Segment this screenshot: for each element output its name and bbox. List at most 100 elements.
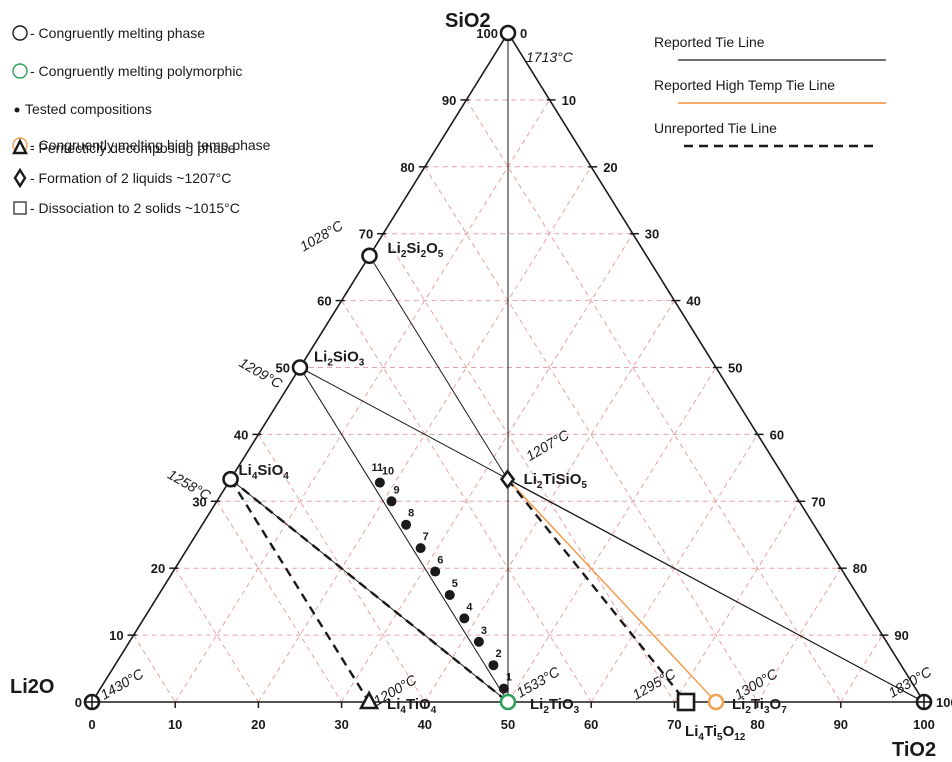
tested-point: [374, 477, 385, 488]
tick-label-bottom: 30: [334, 717, 348, 732]
phase-markers: Li2Si2O51028°CLi2SiO31209°CLi4SiO41258°C…: [83, 24, 933, 743]
tick-label-bottom: 0: [88, 717, 95, 732]
corner-label-tio2: TiO2: [892, 739, 936, 761]
tick-label-bottom: 90: [834, 717, 848, 732]
grid-line: [507, 367, 717, 703]
tick-label-left: 80: [400, 160, 414, 175]
tick-label-right: 50: [728, 361, 742, 376]
legend-symbol-diamond: [13, 167, 27, 189]
grid-line: [424, 166, 759, 703]
li2sio3-label: Li2SiO3: [314, 349, 365, 369]
tick-label-bottom: 20: [251, 717, 265, 732]
tested-point-number: 1: [506, 672, 512, 684]
tick-label-bottom: 60: [584, 717, 598, 732]
grid-line: [465, 99, 842, 703]
legend-symbol-square: [13, 201, 27, 215]
tested-point-number: 8: [408, 508, 414, 520]
tick-label-right: 20: [603, 160, 617, 175]
tie-line-solid-black: [507, 478, 925, 703]
tested-point-number: 11: [371, 462, 383, 474]
legend-symbol-triangle: [12, 138, 28, 155]
tested-point-number: 4: [466, 601, 473, 613]
tick-label-left: 20: [151, 561, 165, 576]
tick-label-left: 40: [234, 427, 248, 442]
legend-symbol-circle-green: [12, 63, 28, 79]
li2tisio5-temperature: 1207°C: [523, 426, 572, 464]
tick-label-right: 60: [770, 427, 784, 442]
tie-line-solid-orange: [506, 478, 717, 703]
li4sio4-temperature: 1258°C: [165, 466, 214, 504]
tested-point-number: 9: [394, 484, 400, 496]
legend-text: - Peritecticly decomposing phase: [30, 140, 236, 156]
tested-point: [430, 566, 441, 577]
tick-label-right: 40: [686, 294, 700, 309]
tick-label-bottom: 50: [501, 717, 515, 732]
tick-label-right: 90: [894, 628, 908, 643]
corner-label-li2o: Li2O: [10, 676, 54, 698]
corner-marker-sio2: [499, 24, 517, 42]
tested-point: [444, 589, 455, 600]
legend-text: Tested compositions: [25, 101, 152, 117]
li4tio4-marker: [358, 690, 380, 710]
li2tisio5-marker: [499, 469, 516, 490]
tick-label-left: 90: [442, 93, 456, 108]
li4sio4-label: Li4SiO4: [239, 462, 290, 482]
li2tio3-marker: [499, 693, 517, 711]
tick-label-bottom: 10: [168, 717, 182, 732]
legend-line-text: Reported High Temp Tie Line: [654, 77, 835, 93]
tie-lines: [229, 33, 925, 703]
legend-line-text: Unreported Tie Line: [654, 120, 777, 136]
grid-line: [216, 501, 343, 703]
legend-text: - Congruently melting high temp phase: [30, 137, 271, 153]
li2tisio5-label: Li2TiSiO5: [524, 471, 588, 491]
tick-label-bottom: 40: [418, 717, 432, 732]
tested-point-number: 3: [481, 625, 487, 637]
tested-point: [401, 519, 412, 530]
legend-text: - Formation of 2 liquids ~1207°C: [30, 170, 231, 186]
tick-label-bottom: 100: [913, 717, 935, 732]
tick-label-left: 30: [192, 494, 206, 509]
grid-line: [382, 233, 675, 703]
tested-point-number: 7: [423, 531, 429, 543]
tick-label-right: 30: [645, 227, 659, 242]
corner-label-sio2: SiO2: [445, 10, 491, 32]
tie-line-solid-black: [230, 478, 509, 703]
legend-symbol-circle-black: [12, 25, 28, 41]
tick-label-bottom: 70: [667, 717, 681, 732]
li2tio3-temperature: 1533°C: [514, 663, 563, 701]
tick-label-left: 50: [276, 361, 290, 376]
legend: - Congruently melting phase - Congruently…: [12, 25, 886, 216]
li2si2o5-temperature: 1028°C: [297, 217, 346, 255]
tested-point: [415, 543, 426, 554]
tie-line-solid-black: [299, 367, 509, 703]
tick-label-right: 10: [562, 93, 576, 108]
tested-point-number: 2: [495, 648, 501, 660]
tick-label-left: 70: [359, 227, 373, 242]
tick-label-left: 60: [317, 294, 331, 309]
tested-point: [488, 660, 499, 671]
tick-label-right: 70: [811, 494, 825, 509]
tested-point-number: 6: [437, 555, 443, 567]
tick-label-right: 0: [520, 26, 527, 41]
tested-point-number: 5: [452, 578, 458, 590]
tie-line-dashed-black: [229, 478, 371, 703]
legend-line-text: Reported Tie Line: [654, 34, 765, 50]
tested-point: [386, 496, 397, 507]
corner-temp-sio2: 1713°C: [526, 49, 574, 65]
li4ti5o12-marker: [676, 692, 696, 712]
tie-line-solid-black: [369, 255, 509, 480]
li2tio3-label: Li2TiO3: [530, 696, 580, 716]
legend-text: - Congruently melting phase: [30, 25, 205, 41]
tick-label-right: 80: [853, 561, 867, 576]
grid-line: [133, 634, 176, 703]
li2ti3o7-label: Li2Ti3O7: [732, 696, 787, 716]
tested-point-number: 10: [382, 466, 394, 478]
legend-text: - Dissociation to 2 solids ~1015°C: [30, 200, 240, 216]
grid-line: [341, 233, 634, 703]
li4sio4-marker: [222, 470, 239, 488]
tick-label-bottom: 80: [750, 717, 764, 732]
li2si2o5-label: Li2Si2O5: [387, 240, 443, 260]
tested-point: [498, 683, 509, 694]
